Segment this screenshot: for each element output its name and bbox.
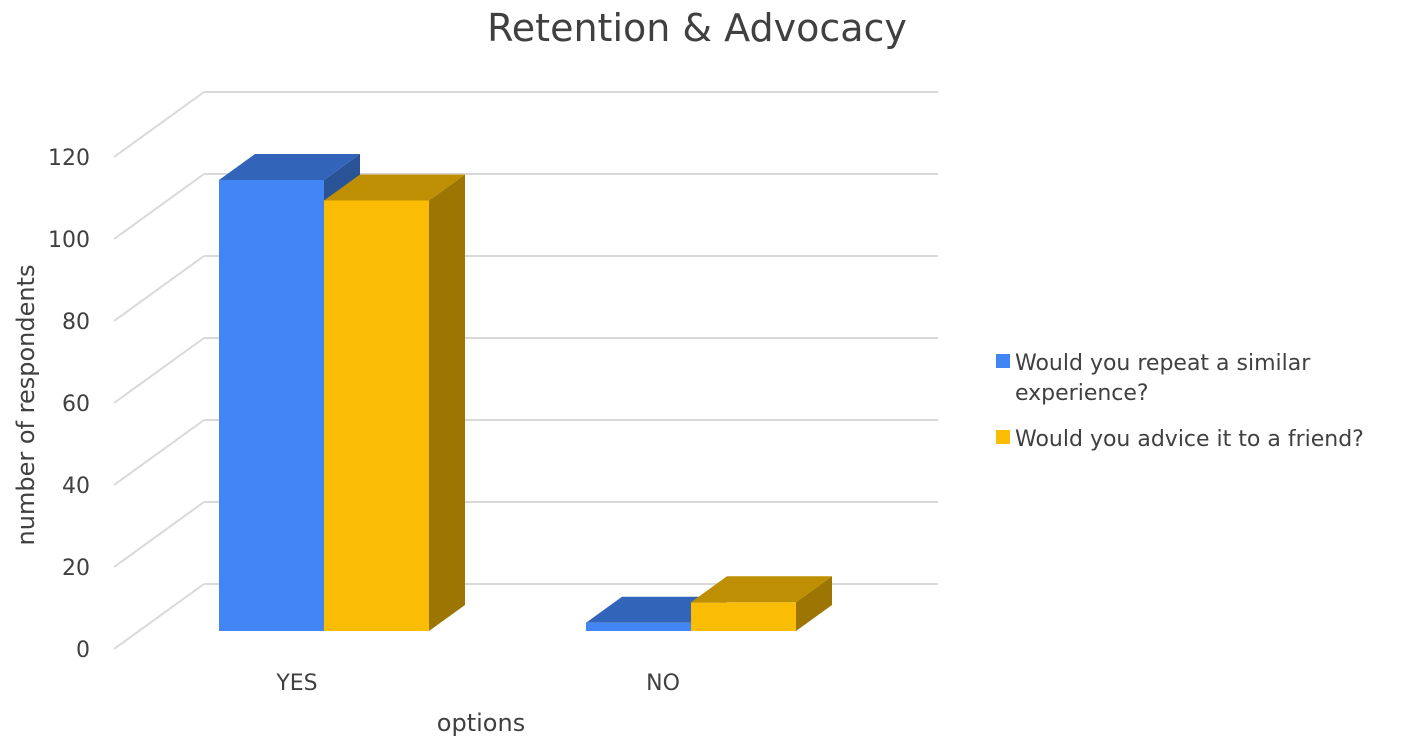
bar-front <box>324 200 429 631</box>
bar-top <box>219 154 360 180</box>
y-tick-labels: 0 20 40 60 80 100 120 <box>48 146 90 663</box>
chart-title: Retention & Advocacy <box>487 6 907 50</box>
gridline-diagonal <box>113 583 205 650</box>
legend-swatch <box>996 354 1010 368</box>
bar-top <box>691 576 832 603</box>
y-tick-label: 100 <box>48 228 90 253</box>
legend-item-2: Would you advice it to a friend? <box>996 427 1364 452</box>
gridline-diagonal <box>113 337 205 404</box>
bar-side <box>429 174 465 631</box>
bar-side <box>796 576 832 631</box>
legend: Would you repeat a similar experience? Wou… <box>996 351 1364 452</box>
bar-front <box>586 622 691 631</box>
bar-front <box>219 180 324 631</box>
category-label: YES <box>275 671 317 696</box>
bar-yes-series-2 <box>324 174 465 631</box>
x-axis-title: options <box>437 709 525 737</box>
gridline-diagonal <box>113 419 205 486</box>
y-tick-label: 80 <box>62 310 90 335</box>
y-tick-label: 40 <box>62 474 90 499</box>
y-tick-label: 0 <box>76 638 90 663</box>
bar-no-series-2 <box>691 576 832 631</box>
category-labels: YES NO <box>275 671 680 696</box>
bars <box>219 154 832 631</box>
y-axis-title: number of respondents <box>12 265 40 546</box>
y-tick-label: 60 <box>62 392 90 417</box>
gridline-diagonal <box>113 255 205 322</box>
category-label: NO <box>646 671 680 696</box>
y-tick-label: 120 <box>48 146 90 171</box>
gridline-diagonal <box>113 501 205 568</box>
legend-label: Would you advice it to a friend? <box>1015 427 1364 452</box>
bar-front <box>691 602 796 631</box>
legend-swatch <box>996 430 1010 444</box>
legend-label: Would you repeat a similar experience? <box>1015 351 1311 406</box>
gridline-diagonal <box>113 91 205 158</box>
y-tick-label: 20 <box>62 556 90 581</box>
legend-item-1: Would you repeat a similar experience? <box>996 351 1311 406</box>
gridline-diagonal <box>113 173 205 240</box>
bar-top <box>324 174 465 201</box>
